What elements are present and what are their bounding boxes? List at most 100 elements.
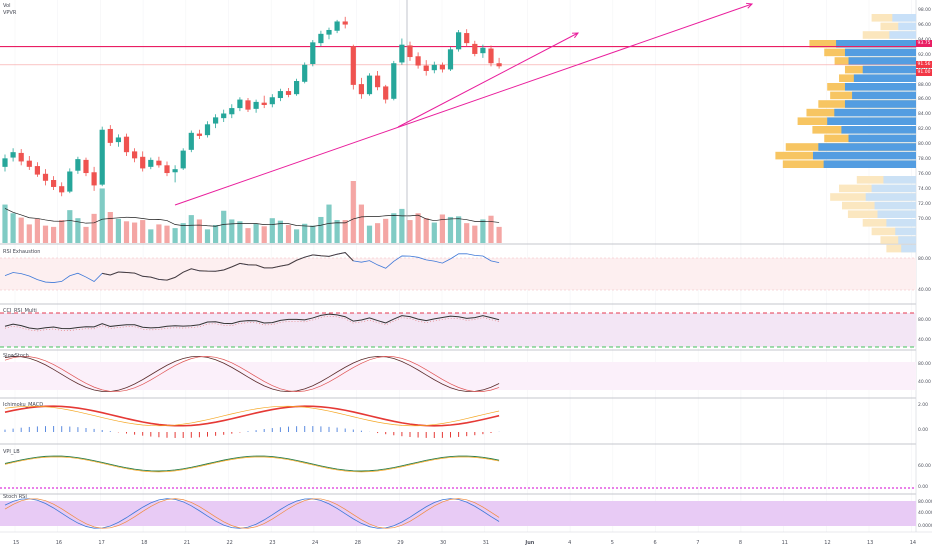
volume-bar	[253, 223, 259, 243]
candle-body	[107, 128, 113, 143]
pane-tick-label: 80.0000	[918, 500, 932, 505]
time-tick-label: 7	[696, 540, 700, 546]
profile-bar-sell	[889, 31, 916, 39]
candle-body	[26, 160, 32, 167]
rsi-band	[0, 258, 916, 290]
volume-bar	[204, 229, 211, 243]
candle-body	[415, 56, 421, 66]
profile-bar-sell	[895, 227, 916, 236]
candle-body	[51, 180, 57, 187]
volume-bar	[180, 223, 186, 243]
candle-body	[358, 84, 364, 95]
candle-body	[204, 124, 211, 136]
volume-bar	[391, 213, 397, 243]
macd-line	[4, 405, 500, 427]
profile-bar-sell	[848, 134, 916, 143]
profile-bar-sell	[834, 108, 916, 117]
volume-bar	[480, 219, 486, 243]
cci-pane-title[interactable]: CCI_RSI_Multi	[3, 308, 37, 314]
profile-bar-sell	[898, 22, 916, 31]
price-tick-label: 74.00	[918, 186, 931, 192]
candle-body	[34, 166, 40, 175]
volume-bar	[439, 214, 445, 243]
macd-signal-line	[4, 405, 500, 427]
volume-ma-line	[4, 208, 500, 227]
volume-bar	[431, 222, 437, 243]
candle-body	[221, 113, 227, 119]
price-tick-label: 98.00	[918, 8, 931, 13]
pane-tick-label: 0.0000	[918, 524, 932, 529]
volume-bar	[51, 226, 57, 243]
close-price-tag: 91.56	[916, 61, 932, 68]
candle-body	[334, 21, 340, 31]
srsi-pane-title[interactable]: Stoch RSI	[3, 494, 27, 500]
pane-tick-label: 40.00	[918, 338, 931, 343]
profile-bar-sell	[812, 151, 916, 160]
candle-body	[123, 136, 130, 153]
candle-body	[391, 63, 397, 99]
candle-body	[488, 48, 494, 64]
volume-bar	[399, 208, 405, 243]
stoch-pane-title[interactable]: SlowStoch	[3, 353, 29, 359]
candle-body	[237, 99, 243, 109]
symbol-legend[interactable]: Vol	[3, 3, 11, 9]
macd-pane-title[interactable]: Ichimoku_MACD	[3, 402, 44, 408]
candle-body	[399, 44, 405, 63]
candle-body	[350, 46, 356, 85]
time-tick-label: 18	[141, 540, 148, 546]
pane-tick-label: 60.00	[918, 464, 931, 469]
volume-bar	[496, 226, 502, 243]
volume-bar	[10, 213, 16, 243]
profile-bar-sell	[892, 14, 916, 22]
price-tick-label: 78.00	[918, 157, 931, 162]
candle-body	[383, 86, 389, 100]
profile-bar-sell	[871, 184, 916, 193]
candle-body	[83, 159, 89, 174]
volume-bar	[132, 222, 138, 243]
profile-bar-sell	[852, 91, 916, 100]
volume-bar	[99, 188, 105, 243]
candle-body	[253, 101, 259, 109]
rsi-pane-title[interactable]: RSI Exhaustion	[3, 249, 41, 255]
volume-bar	[488, 215, 494, 243]
time-tick-label: 24	[311, 540, 319, 546]
srsi-k-line	[4, 498, 500, 529]
vpvr-legend[interactable]: VPVR	[3, 10, 17, 16]
candle-body	[91, 172, 97, 186]
volume-bar	[366, 225, 373, 243]
candle-body	[148, 159, 154, 167]
time-tick-label: Jun	[525, 540, 535, 546]
profile-bar-sell	[898, 236, 916, 244]
profile-bar-sell	[877, 210, 916, 218]
time-tick-label: 14	[909, 540, 917, 546]
srsi-d-line	[4, 498, 500, 529]
pane-tick-label: 80.00	[918, 318, 931, 323]
candle-body	[456, 32, 462, 50]
time-tick-label: 5	[610, 540, 614, 546]
vpi-pane-title[interactable]: VPI_LB	[3, 449, 20, 455]
candle-body	[464, 33, 470, 44]
time-tick-label: 28	[354, 540, 361, 546]
time-tick-label: 11	[781, 540, 788, 546]
vpi-signal-line	[4, 456, 500, 473]
pane-tick-label: 2.00	[918, 403, 929, 408]
volume-bar	[26, 224, 32, 243]
trend-line-short	[397, 32, 579, 128]
volume-bar	[456, 216, 462, 243]
candle-body	[277, 91, 283, 99]
candle-body	[439, 64, 445, 70]
volume-bar	[91, 213, 97, 243]
candle-body	[213, 117, 219, 124]
pane-tick-label: 80.00	[918, 362, 931, 367]
profile-bar-sell	[874, 201, 916, 210]
time-tick-label: 16	[55, 540, 63, 546]
volume-bar	[188, 215, 194, 243]
volume-bar	[156, 224, 162, 243]
time-tick-label: 6	[653, 540, 657, 546]
volume-bar	[302, 223, 308, 243]
profile-bar-sell	[901, 244, 916, 253]
trend-line-long-head	[745, 2, 754, 9]
candle-body	[245, 100, 251, 110]
